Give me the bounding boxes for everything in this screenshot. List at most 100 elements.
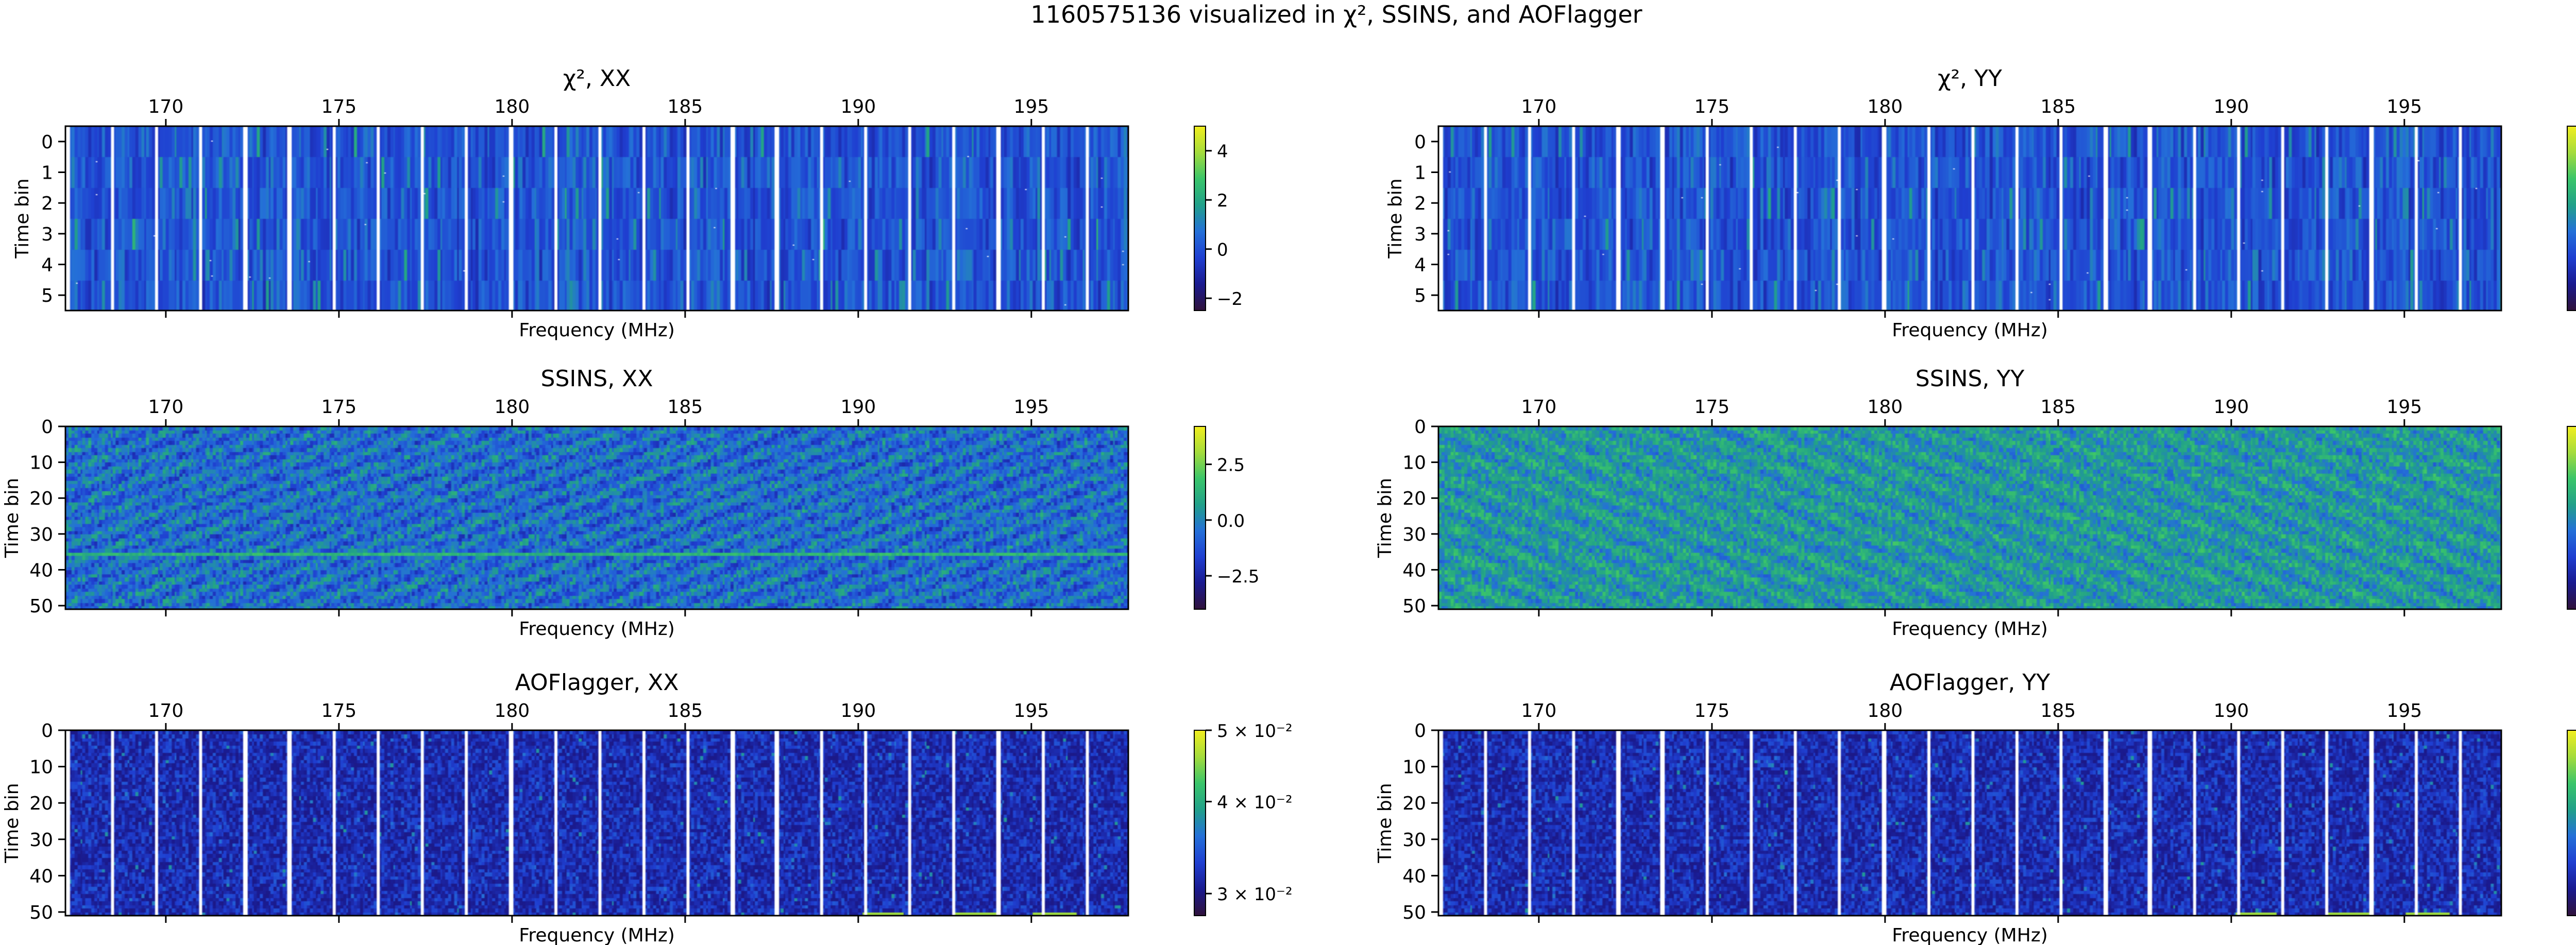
x-axis-label: Frequency (MHz) <box>1892 320 2048 341</box>
panel-title: χ², XX <box>563 65 631 92</box>
colorbar <box>2567 126 2576 311</box>
x-tick-label: 175 <box>321 397 357 418</box>
heatmap-image <box>1438 126 2501 311</box>
colorbar-tick-label: −2 <box>1217 289 1243 310</box>
x-tick-label: 190 <box>840 700 876 721</box>
y-tick-label: 50 <box>29 596 53 617</box>
x-tick-label: 190 <box>2213 397 2249 418</box>
panel-1: χ², XX 170 175 180 185 190 195 Frequency (MHz) 0… <box>12 65 1243 341</box>
y-tick-label: 0 <box>41 132 53 153</box>
y-tick-label: 1 <box>1414 163 1426 184</box>
y-axis-label: Time bin <box>1375 478 1396 558</box>
panel-title: SSINS, XX <box>541 366 653 392</box>
x-tick-label: 180 <box>1868 397 1903 418</box>
colorbar-tick-label: 0 <box>1217 240 1228 261</box>
x-tick-label: 190 <box>840 96 876 117</box>
y-tick-label: 10 <box>1402 453 1426 474</box>
heatmap-image <box>65 126 1128 311</box>
y-tick-label: 0 <box>1414 132 1426 153</box>
x-tick-label: 175 <box>321 700 357 721</box>
colorbar-tick-label: 3 × 10⁻² <box>1217 884 1293 905</box>
y-tick-label: 5 <box>1414 285 1426 306</box>
y-tick-label: 50 <box>1402 596 1426 617</box>
x-tick-label: 175 <box>1694 96 1730 117</box>
y-tick-label: 30 <box>1402 830 1426 851</box>
y-tick-label: 0 <box>1414 417 1426 438</box>
y-tick-label: 2 <box>1414 193 1426 214</box>
y-tick-label: 20 <box>1402 793 1426 814</box>
y-tick-label: 50 <box>1402 902 1426 923</box>
x-axis-label: Frequency (MHz) <box>519 618 675 640</box>
x-axis-label: Frequency (MHz) <box>519 320 675 341</box>
x-tick-label: 170 <box>1521 96 1557 117</box>
x-tick-label: 195 <box>2386 96 2422 117</box>
x-tick-label: 180 <box>495 700 530 721</box>
x-tick-label: 175 <box>1694 700 1730 721</box>
y-tick-label: 40 <box>29 866 53 887</box>
y-tick-label: 40 <box>29 560 53 581</box>
colorbar-tick-label: −2.5 <box>1217 566 1260 587</box>
y-tick-label: 10 <box>1402 757 1426 778</box>
x-tick-label: 180 <box>1868 96 1903 117</box>
y-tick-label: 1 <box>41 163 53 184</box>
x-axis-label: Frequency (MHz) <box>1892 925 2048 945</box>
figure-title: 1160575136 visualized in χ², SSINS, and … <box>1030 1 1642 28</box>
panel-3: SSINS, XX 170 175 180 185 190 195 Frequency (MH… <box>2 366 1260 640</box>
x-tick-label: 170 <box>148 96 184 117</box>
panel-title: AOFlagger, YY <box>1890 669 2050 696</box>
heatmap-image <box>65 730 1128 916</box>
colorbar-tick-label: 2.5 <box>1217 455 1245 476</box>
x-tick-label: 180 <box>1868 700 1903 721</box>
colorbar <box>1194 730 1206 916</box>
axes-frame <box>64 425 1129 610</box>
y-tick-label: 0 <box>41 720 53 742</box>
heatmap-image <box>1438 426 2501 609</box>
x-tick-label: 175 <box>1694 397 1730 418</box>
x-tick-label: 195 <box>2386 397 2422 418</box>
y-axis-label: Time bin <box>1385 178 1406 259</box>
y-tick-label: 3 <box>1414 224 1426 245</box>
x-axis-label: Frequency (MHz) <box>519 925 675 945</box>
y-tick-label: 10 <box>29 757 53 778</box>
y-axis-label: Time bin <box>12 178 33 259</box>
y-tick-label: 0 <box>1414 720 1426 742</box>
x-axis-label: Frequency (MHz) <box>1892 618 2048 640</box>
y-tick-label: 30 <box>1402 524 1426 545</box>
x-tick-label: 185 <box>667 96 703 117</box>
panel-2: χ², YY 170 175 180 185 190 195 Frequency (MHz) 0… <box>1385 65 2576 341</box>
colorbar <box>1194 126 1206 311</box>
y-tick-label: 30 <box>29 524 53 545</box>
y-axis-label: Time bin <box>2 478 23 558</box>
x-tick-label: 195 <box>1013 397 1049 418</box>
axes-frame <box>1437 125 2502 312</box>
y-tick-label: 5 <box>41 285 53 306</box>
x-tick-label: 190 <box>2213 700 2249 721</box>
colorbar <box>2567 730 2576 916</box>
panel-4: SSINS, YY 170 175 180 185 190 195 Frequency (MH… <box>1375 366 2576 640</box>
colorbar-tick-label: 0.0 <box>1217 511 1245 531</box>
panel-title: SSINS, YY <box>1916 366 2025 392</box>
x-tick-label: 185 <box>2040 700 2076 721</box>
colorbar <box>1194 426 1206 610</box>
x-tick-label: 180 <box>495 397 530 418</box>
y-tick-label: 4 <box>1414 255 1426 276</box>
colorbar-tick-label: 4 × 10⁻² <box>1217 793 1293 813</box>
colorbar-tick-label: 5 × 10⁻² <box>1217 721 1293 742</box>
x-tick-label: 195 <box>1013 700 1049 721</box>
x-tick-label: 185 <box>667 397 703 418</box>
axes-frame <box>1437 729 2502 917</box>
heatmap-image <box>1438 730 2501 916</box>
axes-frame <box>64 125 1129 312</box>
y-tick-label: 40 <box>1402 866 1426 887</box>
y-tick-label: 2 <box>41 193 53 214</box>
y-tick-label: 4 <box>41 255 53 276</box>
axes-frame <box>64 729 1129 917</box>
y-axis-label: Time bin <box>1375 783 1396 863</box>
y-axis-label: Time bin <box>2 783 23 863</box>
x-tick-label: 180 <box>495 96 530 117</box>
panel-title: χ², YY <box>1938 65 2002 92</box>
x-tick-label: 175 <box>321 96 357 117</box>
colorbar-tick-label: 2 <box>1217 191 1228 211</box>
y-tick-label: 50 <box>29 902 53 923</box>
